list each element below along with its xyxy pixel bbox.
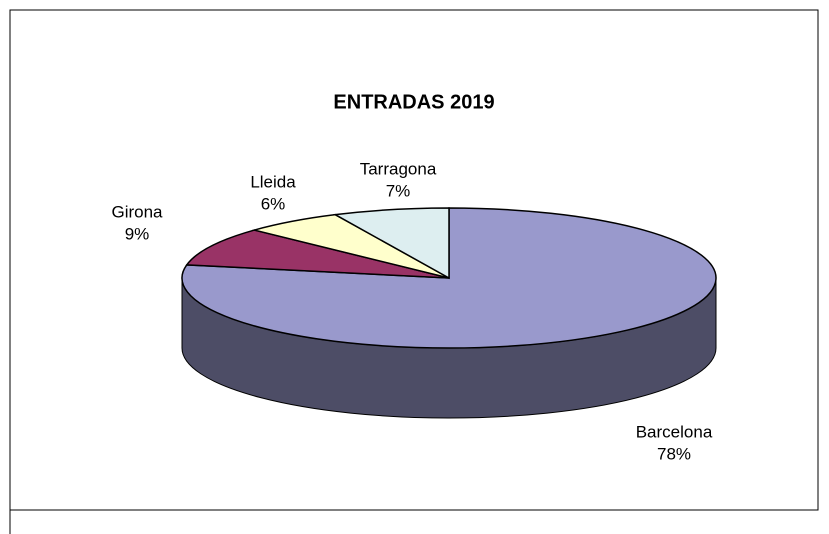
slice-value-label: 9% (125, 224, 150, 243)
slice-value-label: 7% (386, 181, 411, 200)
slice-label: Girona (111, 202, 163, 221)
chart-title: ENTRADAS 2019 (333, 91, 494, 113)
slice-label: Tarragona (360, 159, 437, 178)
slice-value-label: 6% (261, 194, 286, 213)
slice-label: Lleida (250, 172, 296, 191)
pie-slice (185, 229, 450, 279)
slice-label: Barcelona (636, 422, 713, 441)
slice-value-label: 78% (657, 444, 691, 463)
chart-frame (9, 9, 819, 511)
pie-slice (332, 207, 450, 280)
